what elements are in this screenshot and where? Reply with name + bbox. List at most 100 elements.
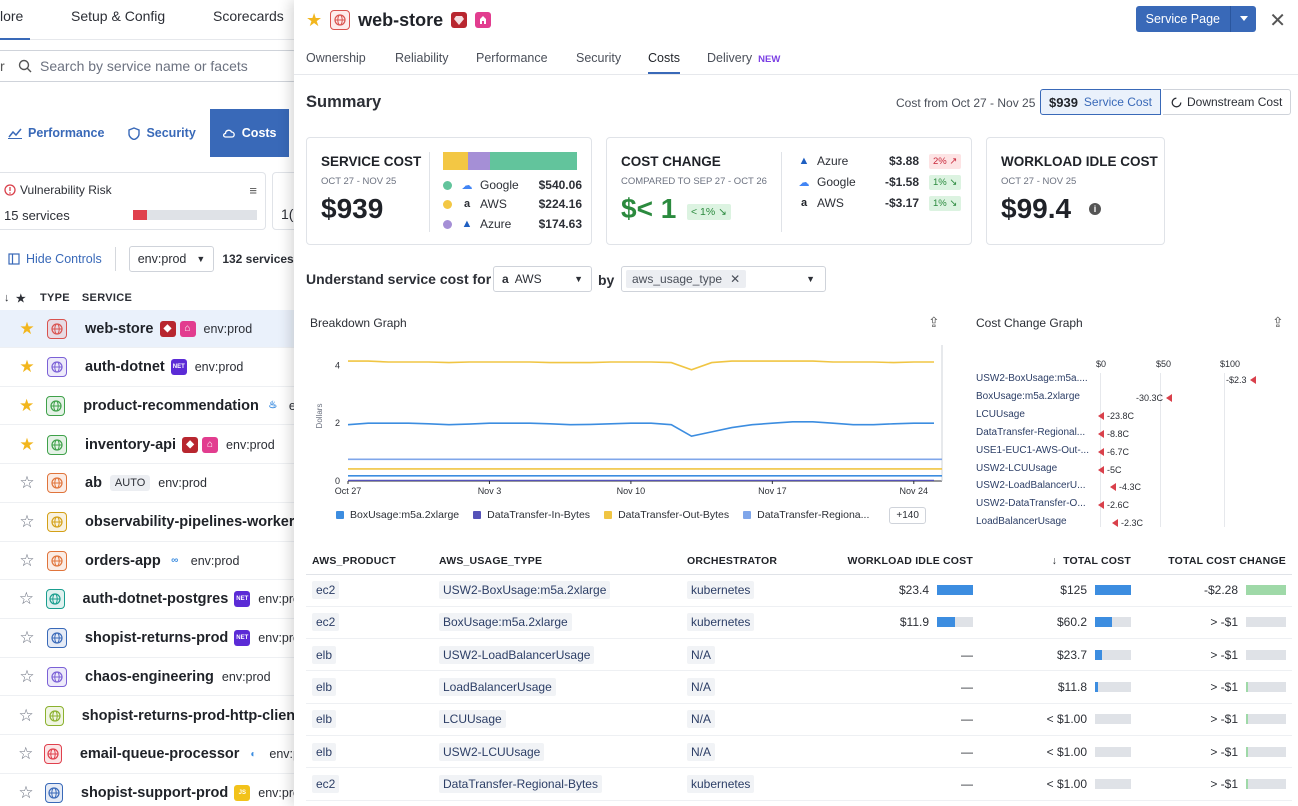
group-by-select[interactable]: aws_usage_type ✕ ▼ [621,266,826,292]
usage-type-tag[interactable]: DataTransfer-Regional-Bytes [439,774,602,793]
col-workload-idle-cost[interactable]: WORKLOAD IDLE COST [811,548,979,575]
service-row[interactable]: ★ auth-dotnet NET env:prod [0,349,300,387]
service-column-header[interactable]: SERVICE [81,292,133,304]
service-row[interactable]: ☆ auth-dotnet-postgres NET env:pro [0,581,300,619]
star-filled-icon[interactable]: ★ [19,318,35,338]
service-row[interactable]: ☆ shopist-support-prod JS env:pro [0,774,300,806]
product-tag[interactable]: ec2 [312,774,340,793]
product-tag[interactable]: elb [312,710,337,729]
usage-type-tag[interactable]: BoxUsage:m5a.2xlarge [439,613,572,632]
nav-explore[interactable]: lore [0,8,24,24]
service-row[interactable]: ★product-recommendation♨er [0,387,300,426]
star-outline-icon[interactable]: ☆ [19,473,35,493]
secondary-facet[interactable]: 1( [272,172,300,230]
type-column-header[interactable]: TYPE [39,292,70,304]
service-row[interactable]: ★ web-store ◆ ⌂ env:prod [0,310,300,348]
service-row[interactable]: ☆ ab AUTO env:prod [0,465,300,503]
nav-scorecards[interactable]: Scorecards [213,8,284,24]
table-row[interactable]: elb LCUUsage N/A — < $1.00 > -$1 [306,703,1292,736]
star-filled-icon[interactable]: ★ [18,395,35,415]
provider-select[interactable]: a AWS ▼ [493,266,592,292]
sort-arrow-icon[interactable]: ↓ [4,292,10,304]
service-row[interactable]: ☆ shopist-returns-prod-http-client [0,697,300,735]
view-tab-costs[interactable]: Costs [209,109,289,157]
star-outline-icon[interactable]: ☆ [18,589,34,609]
service-row[interactable]: ★ inventory-api ◆ ⌂ env:prod [0,426,300,465]
export-icon[interactable]: ⇪ [928,314,940,330]
view-tab-security[interactable]: Security [120,109,203,157]
downstream-cost-toggle[interactable]: Downstream Cost [1163,89,1292,115]
table-row[interactable]: ec2 USW2-BoxUsage:m5a.2xlarge kubernetes $2… [306,574,1292,607]
table-row[interactable]: elb LoadBalancerUsage N/A — $11.8 > -$1 [306,670,1292,704]
close-icon[interactable]: ✕ [1269,10,1286,32]
env-select[interactable]: env:prod ▼ [128,246,215,272]
col-aws-usage-type[interactable]: AWS_USAGE_TYPE [433,548,681,575]
orchestrator-tag[interactable]: N/A [687,742,716,761]
usage-type-tag[interactable]: USW2-LCUUsage [439,742,545,761]
product-tag[interactable]: elb [312,678,337,697]
hide-controls-button[interactable]: Hide Controls [8,252,102,266]
tab-costs[interactable]: Costs [648,51,680,74]
table-row[interactable]: ec2 BoxUsage:m5a.2xlarge kubernetes $11.9 $6… [306,606,1292,640]
service-search-input[interactable]: r Search by service name or facets [0,50,296,82]
vulnerability-risk-facet[interactable]: Vulnerability Risk ≡ 15 services [0,172,266,230]
legend-item[interactable]: DataTransfer-In-Bytes [473,509,590,521]
orchestrator-tag[interactable]: N/A [687,710,716,729]
service-row[interactable]: ☆ chaos-engineering env:prod [0,658,300,697]
service-row[interactable]: ☆ shopist-returns-prod NET env:pro [0,620,300,658]
env-tag: env:prod [190,553,240,568]
star-outline-icon[interactable]: ☆ [18,782,34,802]
product-tag[interactable]: ec2 [312,613,340,632]
tab-reliability[interactable]: Reliability [395,51,449,65]
star-outline-icon[interactable]: ☆ [18,744,34,764]
tab-performance[interactable]: Performance [476,51,548,65]
chevron-down-icon[interactable] [1230,6,1256,32]
usage-type-tag[interactable]: LoadBalancerUsage [439,678,556,697]
nav-setup-config[interactable]: Setup & Config [71,8,166,24]
service-cost-toggle[interactable]: $939 Service Cost [1040,89,1161,115]
service-row[interactable]: ☆ orders-app ∞ env:prod [0,542,300,581]
orchestrator-tag[interactable]: N/A [687,678,716,697]
export-icon[interactable]: ⇪ [1272,314,1284,330]
table-row[interactable]: elb USW2-LCUUsage N/A — < $1.00 > -$1 [306,735,1292,769]
table-row[interactable]: elb USW2-LoadBalancerUsage N/A — $23.7 > -$1 [306,638,1292,672]
orchestrator-tag[interactable]: kubernetes [687,774,755,793]
legend-item[interactable]: DataTransfer-Out-Bytes [604,509,729,521]
product-tag[interactable]: elb [312,742,337,761]
star-outline-icon[interactable]: ☆ [18,705,34,725]
legend-more-button[interactable]: +140 [889,506,926,524]
col-total-cost-change[interactable]: TOTAL COST CHANGE [1137,548,1292,575]
star-outline-icon[interactable]: ☆ [19,666,35,686]
table-row[interactable]: ec2 DataTransfer-Regional-Bytes kubernetes… [306,767,1292,801]
service-row[interactable]: ☆ observability-pipelines-worker [0,504,300,542]
usage-type-tag[interactable]: LCUUsage [439,710,506,729]
usage-type-tag[interactable]: USW2-BoxUsage:m5a.2xlarge [439,581,611,600]
orchestrator-tag[interactable]: kubernetes [687,613,755,632]
legend-item[interactable]: BoxUsage:m5a.2xlarge [336,509,459,521]
usage-type-tag[interactable]: USW2-LoadBalancerUsage [439,645,595,664]
star-filled-icon[interactable]: ★ [19,434,35,454]
favorite-star-icon[interactable]: ★ [306,9,323,30]
tab-delivery[interactable]: Delivery NEW [707,51,780,65]
orchestrator-tag[interactable]: N/A [687,645,716,664]
star-outline-icon[interactable]: ☆ [19,512,35,531]
star-filled-icon[interactable]: ★ [19,357,35,377]
star-outline-icon[interactable]: ☆ [19,628,35,648]
col-orchestrator[interactable]: ORCHESTRATOR [681,548,811,575]
product-tag[interactable]: elb [312,645,337,664]
service-row[interactable]: ☆ email-queue-processor ◐ env:p [0,736,300,774]
filter-icon[interactable]: ≡ [249,183,257,198]
col-aws-product[interactable]: AWS_PRODUCT [306,548,433,575]
cost-change-bar [1246,778,1286,789]
view-tab-performance[interactable]: Performance [0,109,112,157]
tab-ownership[interactable]: Ownership [306,51,366,65]
info-icon[interactable]: i [1089,203,1101,215]
remove-chip-icon[interactable]: ✕ [730,272,741,286]
service-page-button[interactable]: Service Page [1135,6,1230,32]
tab-security[interactable]: Security [576,51,622,65]
col-total-cost[interactable]: ↓ TOTAL COST [979,548,1137,575]
legend-item[interactable]: DataTransfer-Regiona... [743,509,869,521]
product-tag[interactable]: ec2 [312,581,340,600]
star-outline-icon[interactable]: ☆ [19,550,35,570]
orchestrator-tag[interactable]: kubernetes [687,581,755,600]
